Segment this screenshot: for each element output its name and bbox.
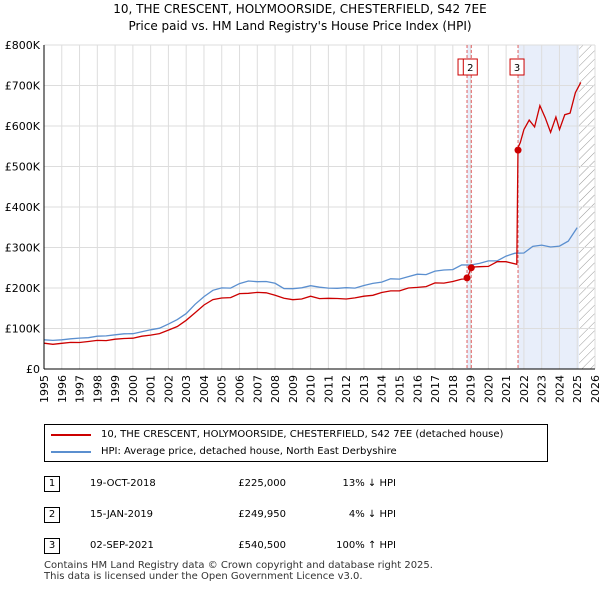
transaction-row: 3 02-SEP-2021 £540,500 100% ↑ HPI (44, 538, 564, 558)
x-tick-label: 2019 (465, 375, 478, 403)
marker-badge-label: 3 (514, 63, 520, 74)
transaction-date: 02-SEP-2021 (90, 540, 154, 551)
x-tick-label: 2022 (518, 375, 531, 403)
x-tick-label: 2007 (251, 375, 264, 403)
x-tick-label: 2009 (287, 375, 300, 403)
transaction-row: 1 19-OCT-2018 £225,000 13% ↓ HPI (44, 476, 564, 496)
price-chart: £0 £100K £200K £300K £400K £500K £600K £700K £80… (5, 39, 600, 403)
x-tick-label: 2003 (180, 375, 193, 403)
x-tick-label: 2004 (198, 375, 211, 403)
x-tick-label: 2013 (358, 375, 371, 403)
x-tick-label: 2000 (127, 375, 140, 403)
x-tick-label: 2010 (305, 375, 318, 403)
y-tick-label: £400K (5, 201, 41, 214)
x-tick-label: 2026 (589, 375, 600, 403)
x-tick-label: 2020 (482, 375, 495, 403)
x-tick-label: 2024 (553, 375, 566, 403)
transaction-date: 19-OCT-2018 (90, 478, 156, 489)
x-tick-label: 2018 (447, 375, 460, 403)
legend-label-hpi: HPI: Average price, detached house, Nort… (101, 446, 397, 457)
property-price-line (44, 82, 582, 345)
x-tick-label: 2008 (269, 375, 282, 403)
y-tick-label: £800K (5, 39, 41, 52)
y-tick-label: £300K (5, 242, 41, 255)
x-tick-label: 1997 (74, 375, 87, 403)
x-tick-label: 2025 (571, 375, 584, 403)
x-tick-label: 1996 (56, 375, 69, 403)
transaction-row: 2 15-JAN-2019 £249,950 4% ↓ HPI (44, 507, 564, 527)
transaction-price: £249,950 (238, 509, 286, 520)
transaction-number-badge: 1 (44, 476, 60, 492)
sale-point (467, 264, 475, 272)
x-tick-label: 1999 (109, 375, 122, 403)
chart-title-address: 10, THE CRESCENT, HOLYMOORSIDE, CHESTERF… (113, 2, 487, 16)
transaction-hpi-change: 4% ↓ HPI (348, 509, 396, 520)
legend-swatch-property (51, 434, 91, 436)
x-tick-label: 2012 (340, 375, 353, 403)
y-tick-label: £200K (5, 282, 41, 295)
chart-legend: 10, THE CRESCENT, HOLYMOORSIDE, CHESTERF… (44, 424, 548, 462)
transaction-number-badge: 2 (44, 507, 60, 523)
y-tick-label: £700K (5, 80, 41, 93)
legend-swatch-hpi (51, 451, 91, 453)
x-tick-label: 2006 (234, 375, 247, 403)
hpi-line (44, 227, 578, 342)
transaction-price: £225,000 (238, 478, 286, 489)
x-tick-label: 2002 (162, 375, 175, 403)
transaction-hpi-change: 100% ↑ HPI (336, 540, 396, 551)
x-tick-label: 2021 (500, 375, 513, 403)
x-tick-label: 2023 (536, 375, 549, 403)
transaction-hpi-change: 13% ↓ HPI (342, 478, 396, 489)
sale-point (463, 274, 471, 282)
marker-badge-box (509, 58, 525, 76)
chart-title-subtitle: Price paid vs. HM Land Registry's House … (128, 19, 472, 33)
x-tick-label: 2011 (322, 375, 335, 403)
transaction-date: 15-JAN-2019 (90, 509, 154, 520)
x-tick-label: 1995 (38, 375, 51, 403)
marker-badge-label: 2 (467, 63, 473, 74)
x-tick-label: 2005 (216, 375, 229, 403)
x-tick-label: 2017 (429, 375, 442, 403)
sale-point (514, 146, 522, 154)
y-tick-label: £600K (5, 120, 41, 133)
x-tick-label: 2015 (393, 375, 406, 403)
footer-copyright: Contains HM Land Registry data © Crown c… (44, 560, 433, 571)
footer-license: This data is licensed under the Open Gov… (44, 571, 363, 582)
marker-badge-box (462, 58, 478, 76)
legend-label-property: 10, THE CRESCENT, HOLYMOORSIDE, CHESTERF… (101, 429, 504, 440)
y-tick-label: £100K (5, 323, 41, 336)
transaction-number-badge: 3 (44, 538, 60, 554)
y-tick-label: £500K (5, 161, 41, 174)
y-tick-label: £0 (26, 363, 40, 376)
x-tick-label: 1998 (91, 375, 104, 403)
x-tick-label: 2014 (376, 375, 389, 403)
x-tick-label: 2016 (411, 375, 424, 403)
transaction-price: £540,500 (238, 540, 286, 551)
x-tick-label: 2001 (145, 375, 158, 403)
